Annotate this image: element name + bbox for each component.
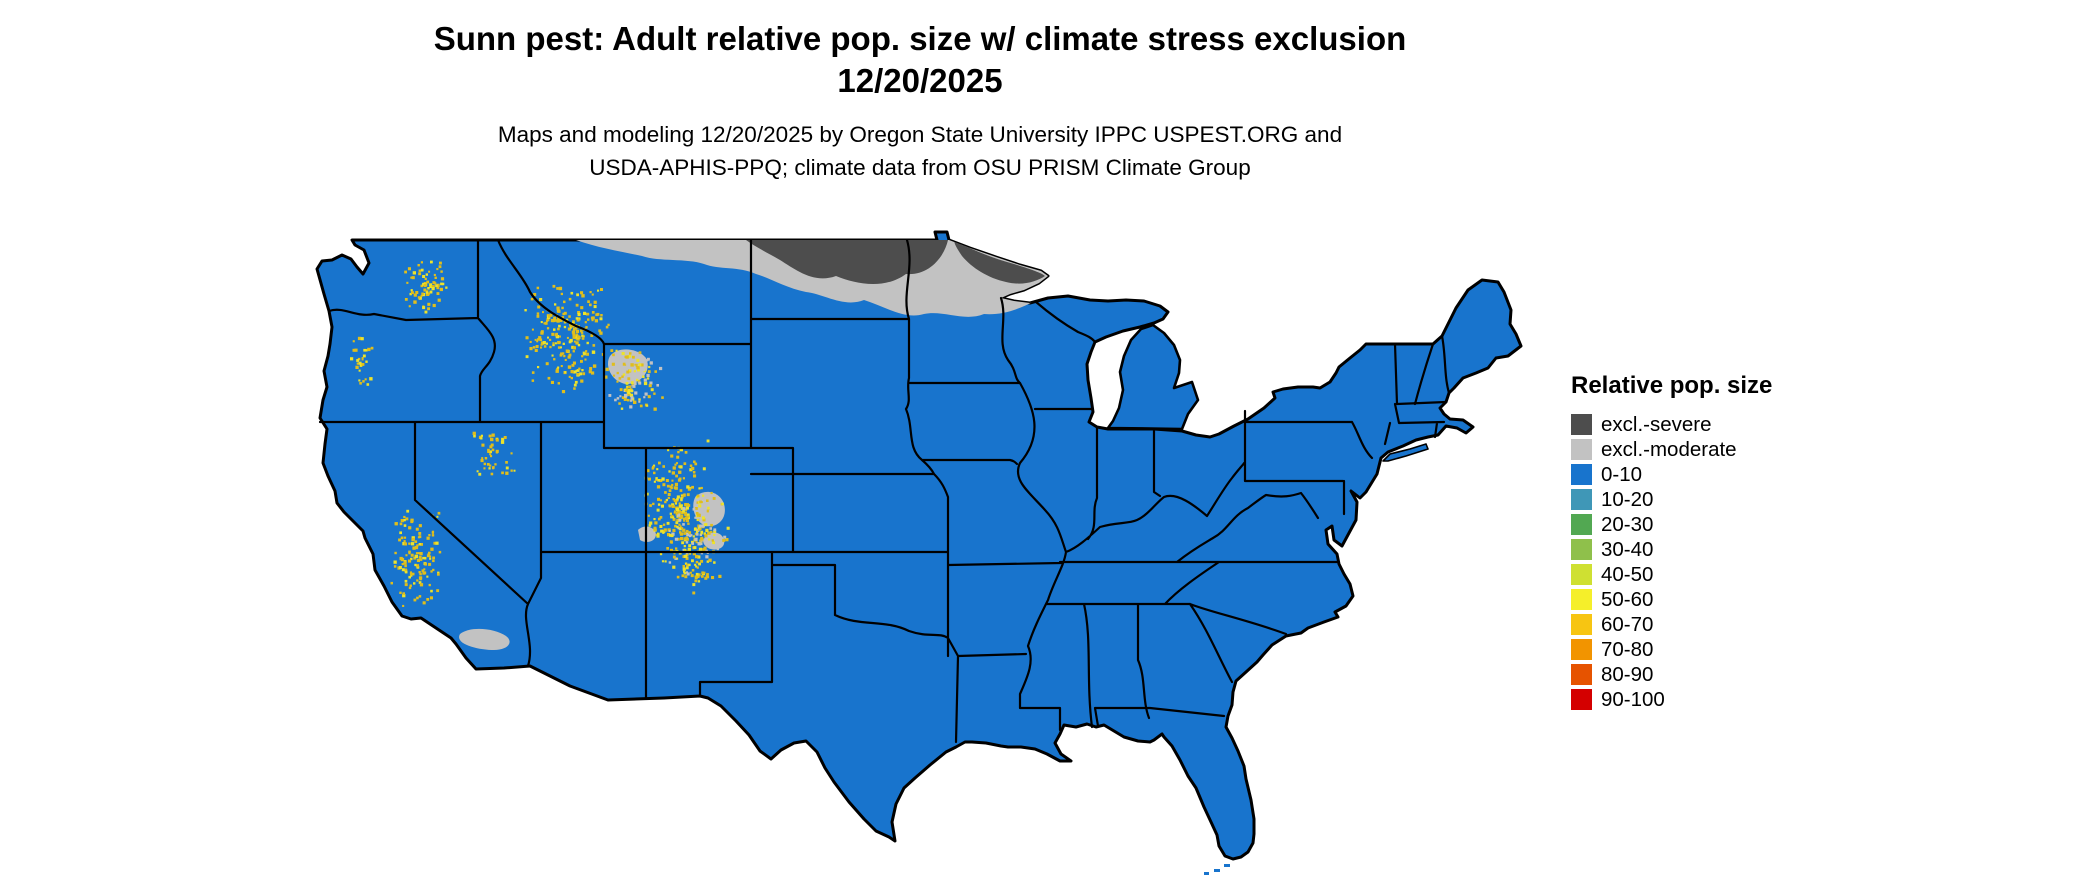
legend-label: 50-60 bbox=[1601, 588, 1654, 611]
legend-item: excl.-moderate bbox=[1571, 437, 1811, 462]
legend-label: 80-90 bbox=[1601, 663, 1654, 686]
chart-title-date: 12/20/2025 bbox=[837, 62, 1003, 99]
legend-item: 0-10 bbox=[1571, 462, 1811, 487]
legend-item: excl.-severe bbox=[1571, 412, 1811, 437]
legend-item: 10-20 bbox=[1571, 487, 1811, 512]
state-borders bbox=[318, 238, 1451, 744]
us-outline bbox=[315, 230, 1523, 861]
legend-item: 50-60 bbox=[1571, 587, 1811, 612]
legend-item: 90-100 bbox=[1571, 687, 1811, 712]
long-island bbox=[1382, 443, 1429, 462]
legend-swatch bbox=[1571, 614, 1592, 635]
legend-label: 90-100 bbox=[1601, 688, 1665, 711]
us-map-container bbox=[308, 230, 1528, 882]
legend-item: 20-30 bbox=[1571, 512, 1811, 537]
chart-title: Sunn pest: Adult relative pop. size w/ c… bbox=[433, 20, 1407, 57]
legend-swatch bbox=[1571, 639, 1592, 660]
legend-item: 80-90 bbox=[1571, 662, 1811, 687]
legend-swatch bbox=[1571, 539, 1592, 560]
legend-swatch bbox=[1571, 564, 1592, 585]
legend-label: 0-10 bbox=[1601, 463, 1643, 486]
legend-swatch bbox=[1571, 514, 1592, 535]
legend-title: Relative pop. size bbox=[1571, 372, 1773, 399]
legend-label: 30-40 bbox=[1601, 538, 1654, 561]
legend-swatch bbox=[1571, 464, 1592, 485]
exclusion-severe-layer bbox=[746, 240, 1045, 285]
legend-swatch bbox=[1571, 689, 1592, 710]
subtitle-line-2: USDA-APHIS-PPQ; climate data from OSU PR… bbox=[589, 155, 1251, 180]
legend-label: 70-80 bbox=[1601, 638, 1654, 661]
florida-keys bbox=[1204, 864, 1230, 875]
legend-label: 20-30 bbox=[1601, 513, 1654, 536]
legend: Relative pop. size excl.-severe excl.-mo… bbox=[1571, 372, 1811, 712]
subtitle-block: Maps and modeling 12/20/2025 by Oregon S… bbox=[0, 118, 1840, 184]
legend-item: 40-50 bbox=[1571, 562, 1811, 587]
legend-swatch bbox=[1571, 439, 1592, 460]
legend-swatch bbox=[1571, 589, 1592, 610]
title-block: Sunn pest: Adult relative pop. size w/ c… bbox=[0, 18, 1840, 102]
michigan-mitten bbox=[1106, 323, 1200, 431]
legend-item: 70-80 bbox=[1571, 637, 1811, 662]
legend-label: 40-50 bbox=[1601, 563, 1654, 586]
legend-label: excl.-moderate bbox=[1601, 438, 1737, 461]
legend-item: 60-70 bbox=[1571, 612, 1811, 637]
us-map bbox=[315, 230, 1523, 875]
legend-item: 30-40 bbox=[1571, 537, 1811, 562]
speckle-layer bbox=[350, 260, 730, 607]
legend-swatch bbox=[1571, 664, 1592, 685]
legend-swatch bbox=[1571, 414, 1592, 435]
subtitle-line-1: Maps and modeling 12/20/2025 by Oregon S… bbox=[497, 122, 1343, 147]
legend-swatch bbox=[1571, 489, 1592, 510]
legend-label: excl.-severe bbox=[1601, 413, 1712, 436]
legend-label: 60-70 bbox=[1601, 613, 1654, 636]
legend-label: 10-20 bbox=[1601, 488, 1654, 511]
